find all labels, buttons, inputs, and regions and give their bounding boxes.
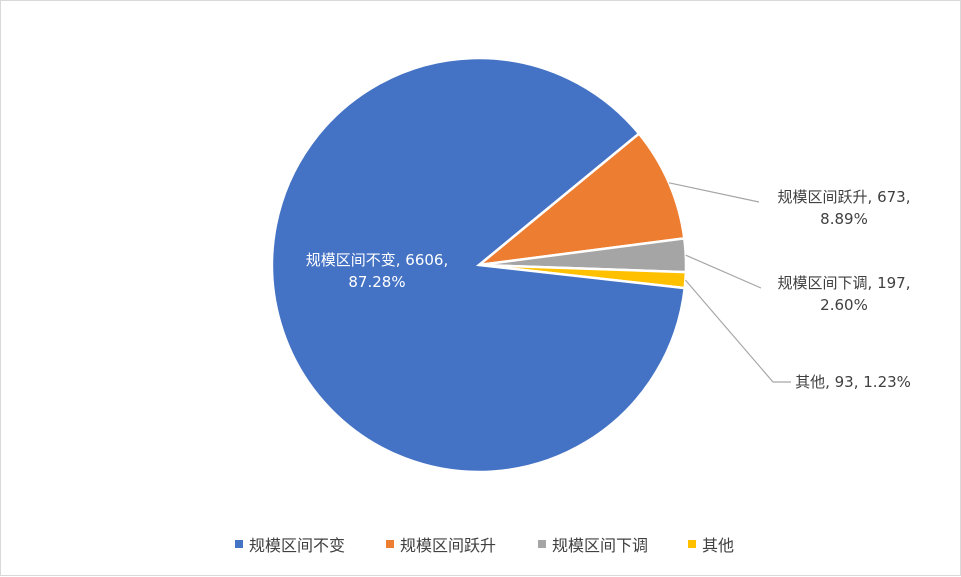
- leader-line: [668, 182, 760, 203]
- leader-lines: [668, 182, 791, 383]
- legend-swatch: [538, 540, 546, 548]
- data-label: 规模区间跃升, 673, 8.89%: [778, 188, 911, 228]
- legend-swatch: [386, 540, 394, 548]
- pie-slices: [270, 56, 688, 474]
- legend-entry: 规模区间不变: [249, 536, 345, 555]
- data-labels: 规模区间不变, 6606, 87.28% 规模区间跃升, 673, 8.89% 规模区间…: [306, 188, 911, 391]
- data-label: 规模区间不变, 6606, 87.28%: [306, 251, 448, 291]
- pie-slice: [474, 131, 686, 267]
- pie-slice: [270, 56, 687, 474]
- legend-swatch: [688, 540, 696, 548]
- legend-swatch: [235, 540, 243, 548]
- data-label: 其他, 93, 1.23%: [795, 373, 911, 391]
- legend: 规模区间不变 规模区间跃升 规模区间下调 其他: [235, 536, 734, 555]
- legend-entry: 其他: [702, 536, 734, 555]
- legend-entry: 规模区间跃升: [400, 536, 496, 555]
- data-label: 规模区间下调, 197, 2.60%: [778, 274, 911, 314]
- leader-line: [684, 279, 791, 383]
- leader-line: [685, 254, 762, 289]
- legend-entry: 规模区间下调: [552, 536, 648, 555]
